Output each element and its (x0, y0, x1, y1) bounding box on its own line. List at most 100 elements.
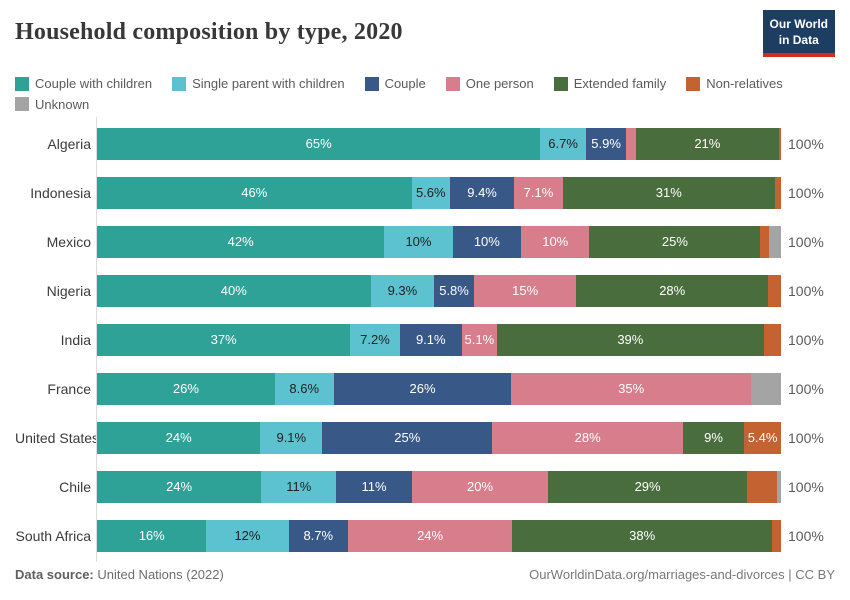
bar-track: 24% 9.1% 25% 28% 9% 5.4% (97, 421, 781, 454)
row-total-label: 100% (788, 527, 824, 544)
bar-track: 40% 9.3% 5.8% 15% 28% (97, 274, 781, 307)
owid-logo-line1: Our World (769, 17, 828, 31)
chart-row: Mexico 42% 10% 10% 10% 25% 100% (15, 217, 835, 266)
bar-segment-value: 10% (473, 234, 500, 250)
credit-link[interactable]: OurWorldinData.org/marriages-and-divorce… (529, 567, 835, 582)
bar-segment-value: 29% (634, 479, 661, 495)
data-source-value: United Nations (2022) (93, 567, 224, 582)
bar-segment-extended-family[interactable]: 9% (682, 421, 745, 454)
bar-segment-single-parent-with-children[interactable]: 10% (384, 225, 453, 258)
bar-segment-non-relatives[interactable] (778, 127, 781, 160)
bar-segment-couple-with-children[interactable]: 26% (97, 372, 275, 405)
bar-segment-couple-with-children[interactable]: 65% (97, 127, 541, 160)
legend-item-unknown[interactable]: Unknown (15, 97, 89, 113)
bar-segment-unknown[interactable] (776, 470, 781, 503)
bar-segment-non-relatives[interactable] (774, 176, 781, 209)
bar-segment-extended-family[interactable]: 39% (496, 323, 764, 356)
bar-segment-one-person[interactable]: 15% (473, 274, 577, 307)
bar-segment-couple[interactable]: 10% (452, 225, 522, 258)
bar-segment-one-person[interactable]: 35% (511, 372, 751, 405)
bar-segment-value: 12% (234, 528, 261, 544)
bar-segment-single-parent-with-children[interactable]: 9.3% (370, 274, 435, 307)
bar-segment-value: 5.1% (464, 332, 495, 348)
bar-track: 42% 10% 10% 10% 25% (97, 225, 781, 258)
bar-segment-non-relatives[interactable] (760, 225, 769, 258)
bar-track: 24% 11% 11% 20% 29% (97, 470, 781, 503)
legend-item-single-parent-with-children[interactable]: Single parent with children (172, 76, 345, 92)
bar-segment-value: 16% (138, 528, 165, 544)
bar-segment-couple-with-children[interactable]: 46% (97, 176, 412, 209)
bar-segment-extended-family[interactable]: 21% (635, 127, 779, 160)
bar-segment-single-parent-with-children[interactable]: 12% (206, 519, 289, 552)
bar-segment-one-person[interactable]: 5.1% (461, 323, 497, 356)
bar-segment-extended-family[interactable]: 31% (562, 176, 775, 209)
bar-segment-one-person[interactable] (626, 127, 636, 160)
bar-segment-extended-family[interactable]: 29% (548, 470, 747, 503)
bar-segment-value: 9% (704, 430, 723, 446)
bar-segment-extended-family[interactable]: 28% (576, 274, 768, 307)
bar-segment-extended-family[interactable]: 38% (512, 519, 773, 552)
legend-item-one-person[interactable]: One person (445, 76, 534, 92)
legend-item-couple[interactable]: Couple (364, 76, 426, 92)
legend-item-couple-with-children[interactable]: Couple with children (15, 76, 152, 92)
bar-segment-non-relatives[interactable] (772, 519, 781, 552)
legend-item-extended-family[interactable]: Extended family (553, 76, 666, 92)
row-total-label: 100% (788, 233, 824, 250)
bar-segment-couple[interactable]: 25% (322, 421, 493, 454)
row-total-label: 100% (788, 380, 824, 397)
owid-logo[interactable]: Our World in Data (762, 10, 835, 58)
bar-segment-one-person[interactable]: 10% (521, 225, 590, 258)
bar-segment-one-person[interactable]: 28% (492, 421, 683, 454)
bar-segment-one-person[interactable]: 24% (348, 519, 513, 552)
bar-segment-value: 9.1% (276, 430, 307, 446)
bar-segment-value: 40% (220, 283, 247, 299)
legend-label: Single parent with children (192, 76, 345, 91)
bar-segment-couple[interactable]: 11% (336, 470, 412, 503)
bar-segment-single-parent-with-children[interactable]: 8.6% (274, 372, 334, 405)
stacked-bar: 65% 6.7% 5.9% 21% (97, 127, 781, 160)
bar-segment-couple-with-children[interactable]: 24% (97, 470, 262, 503)
chart-row: India 37% 7.2% 9.1% 5.1% 39% 100% (15, 315, 835, 364)
bar-segment-unknown[interactable] (768, 225, 781, 258)
bar-segment-couple-with-children[interactable]: 42% (97, 225, 385, 258)
bar-segment-non-relatives[interactable] (767, 274, 781, 307)
bar-segment-value: 24% (166, 479, 193, 495)
bar-segment-couple[interactable]: 8.7% (288, 519, 349, 552)
bar-segment-non-relatives[interactable]: 5.4% (744, 421, 781, 454)
bar-segment-couple-with-children[interactable]: 37% (97, 323, 351, 356)
bar-track: 16% 12% 8.7% 24% 38% (97, 519, 781, 552)
legend-swatch-icon (445, 76, 460, 91)
bar-segment-couple-with-children[interactable]: 40% (97, 274, 371, 307)
bar-segment-value: 6.7% (548, 136, 578, 152)
row-total-label: 100% (788, 184, 824, 201)
page-title: Household composition by type, 2020 (15, 19, 403, 45)
bar-segment-couple[interactable]: 9.4% (449, 176, 515, 209)
bar-segment-value: 25% (661, 234, 688, 250)
legend-item-non-relatives[interactable]: Non-relatives (686, 76, 783, 92)
bar-segment-value: 10% (542, 234, 569, 250)
bar-segment-single-parent-with-children[interactable]: 5.6% (411, 176, 450, 209)
bar-segment-couple-with-children[interactable]: 24% (97, 421, 261, 454)
bar-segment-single-parent-with-children[interactable]: 6.7% (540, 127, 586, 160)
bar-segment-unknown[interactable] (750, 372, 781, 405)
bar-segment-one-person[interactable]: 20% (411, 470, 549, 503)
bar-segment-value: 31% (655, 185, 682, 201)
bar-segment-couple[interactable]: 5.9% (585, 127, 627, 160)
country-label: India (60, 331, 91, 348)
bar-segment-couple[interactable]: 5.8% (434, 274, 474, 307)
legend-swatch-icon (15, 76, 29, 91)
bar-segment-single-parent-with-children[interactable]: 9.1% (260, 421, 323, 454)
bar-segment-non-relatives[interactable] (763, 323, 781, 356)
bar-segment-single-parent-with-children[interactable]: 7.2% (350, 323, 400, 356)
bar-segment-couple-with-children[interactable]: 16% (97, 519, 207, 552)
bar-segment-one-person[interactable]: 7.1% (514, 176, 563, 209)
country-label: South Africa (15, 527, 92, 544)
bar-segment-couple[interactable]: 9.1% (399, 323, 462, 356)
bar-segment-extended-family[interactable]: 25% (589, 225, 761, 258)
bar-segment-couple[interactable]: 26% (333, 372, 512, 405)
legend: Couple with children Single parent with c… (15, 76, 815, 112)
bar-segment-single-parent-with-children[interactable]: 11% (261, 470, 337, 503)
bar-segment-non-relatives[interactable] (746, 470, 777, 503)
country-label: United States (15, 429, 100, 446)
bar-segment-value: 5.8% (439, 283, 469, 299)
